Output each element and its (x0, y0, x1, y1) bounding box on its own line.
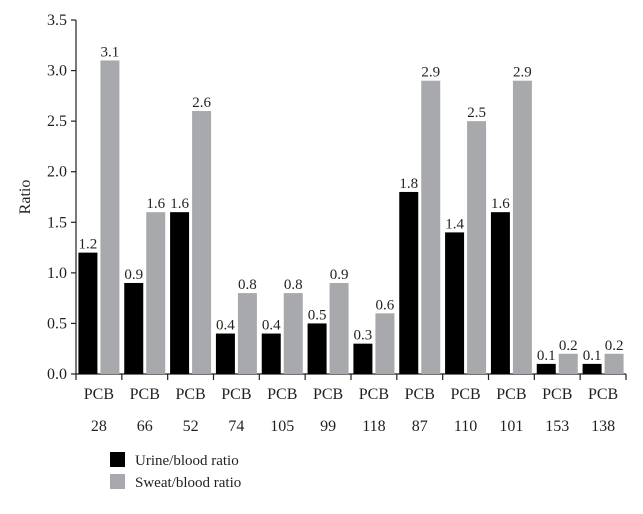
x-tick-label: PCB (450, 386, 480, 403)
bar-sweat (100, 60, 120, 374)
data-label: 0.4 (216, 318, 235, 334)
x-tick-label: PCB (84, 386, 114, 403)
x-tick-label: PCB (359, 386, 389, 403)
y-tick-label: 0.5 (47, 315, 67, 332)
bar-urine (78, 252, 98, 374)
bar-urine (307, 323, 327, 374)
bar-urine (490, 212, 510, 374)
data-label: 1.6 (491, 196, 510, 212)
data-label: 1.6 (170, 196, 189, 212)
bar-urine (124, 282, 144, 374)
data-label: 0.9 (330, 267, 349, 283)
x-tick-label-number: 52 (183, 418, 199, 435)
data-label: 0.5 (308, 307, 327, 323)
data-label: 0.8 (284, 277, 303, 293)
y-axis: 0.0 0.5 1.0 1.5 2.0 2.5 3.0 3.5 (47, 12, 77, 383)
x-tick-label: PCB (175, 386, 205, 403)
data-label: 2.5 (467, 105, 486, 121)
x-tick-label-number: 74 (228, 418, 244, 435)
x-tick-label: PCB (221, 386, 251, 403)
x-tick-label: PCB (313, 386, 343, 403)
bar-urine (353, 343, 373, 374)
data-label: 2.9 (513, 65, 532, 81)
y-tick-label: 3.0 (47, 63, 67, 80)
data-label: 0.1 (537, 348, 556, 364)
bar-urine (445, 232, 465, 374)
x-tick-label-number: 110 (454, 418, 477, 435)
x-tick-label-number: 99 (320, 418, 336, 435)
y-tick-label: 0.0 (47, 366, 67, 383)
bar-sweat (192, 111, 212, 375)
bar-urine (261, 333, 281, 374)
data-label: 3.1 (101, 44, 120, 60)
x-tick-label-number: 105 (270, 418, 294, 435)
x-tick-label-number: 138 (591, 418, 615, 435)
legend-label: Sweat/blood ratio (135, 475, 241, 491)
x-tick-label-number: 66 (137, 418, 153, 435)
bar-urine (582, 363, 602, 374)
legend-swatch (110, 452, 125, 467)
bar-sweat (604, 353, 624, 374)
y-tick-label: 1.5 (47, 214, 67, 231)
data-label: 0.4 (262, 318, 281, 334)
x-tick-label: PCB (267, 386, 297, 403)
bar-sweat (146, 212, 166, 374)
data-label: 2.6 (192, 95, 211, 111)
y-axis-label: Ratio (17, 180, 34, 215)
x-tick-label: PCB (496, 386, 526, 403)
x-tick-label: PCB (130, 386, 160, 403)
x-axis: PCB 28 PCB 66 PCB 52 PCB 74 PCB 105 PCB 99 PCB 118 PCB… (75, 373, 627, 435)
bar-sweat (237, 293, 257, 374)
data-label: 1.4 (445, 216, 464, 232)
x-tick-label-number: 28 (91, 418, 107, 435)
data-label: 0.3 (354, 328, 373, 344)
y-tick-label: 1.0 (47, 265, 67, 282)
x-tick-label-number: 101 (499, 418, 523, 435)
legend-label: Urine/blood ratio (135, 453, 239, 469)
data-label: 2.9 (421, 65, 440, 81)
data-label: 0.1 (583, 348, 602, 364)
bars-group (78, 60, 624, 375)
bar-sweat (512, 80, 532, 374)
data-labels-group: 1.2 0.9 1.6 0.4 0.4 0.5 0.3 1.8 1.4 1.6 0.1 0.1 3.1 1… (79, 44, 624, 363)
bar-sweat (558, 353, 578, 374)
bar-sweat (283, 293, 303, 374)
y-tick-label: 2.0 (47, 164, 67, 181)
x-tick-label-number: 87 (412, 418, 428, 435)
data-label: 0.8 (238, 277, 257, 293)
bar-sweat (467, 121, 487, 375)
x-tick-label: PCB (405, 386, 435, 403)
data-label: 1.2 (79, 237, 98, 253)
data-label: 0.9 (124, 267, 143, 283)
x-tick-label: PCB (588, 386, 618, 403)
data-label: 0.2 (605, 338, 624, 354)
data-label: 0.2 (559, 338, 578, 354)
y-tick-label: 3.5 (47, 12, 67, 29)
bar-sweat (421, 80, 441, 374)
bar-sweat (329, 282, 349, 374)
data-label: 1.6 (146, 196, 165, 212)
bar-sweat (375, 313, 395, 374)
data-label: 0.6 (376, 297, 395, 313)
x-tick-label-number: 153 (545, 418, 569, 435)
x-tick-label: PCB (542, 386, 572, 403)
bar-urine (399, 191, 419, 374)
y-tick-label: 2.5 (47, 113, 67, 130)
bar-urine (536, 363, 556, 374)
x-tick-label-number: 118 (362, 418, 385, 435)
data-label: 1.8 (399, 176, 418, 192)
bar-urine (215, 333, 235, 374)
legend-swatch (110, 474, 125, 489)
bar-urine (170, 212, 190, 374)
legend: Urine/blood ratio Sweat/blood ratio (110, 452, 241, 491)
